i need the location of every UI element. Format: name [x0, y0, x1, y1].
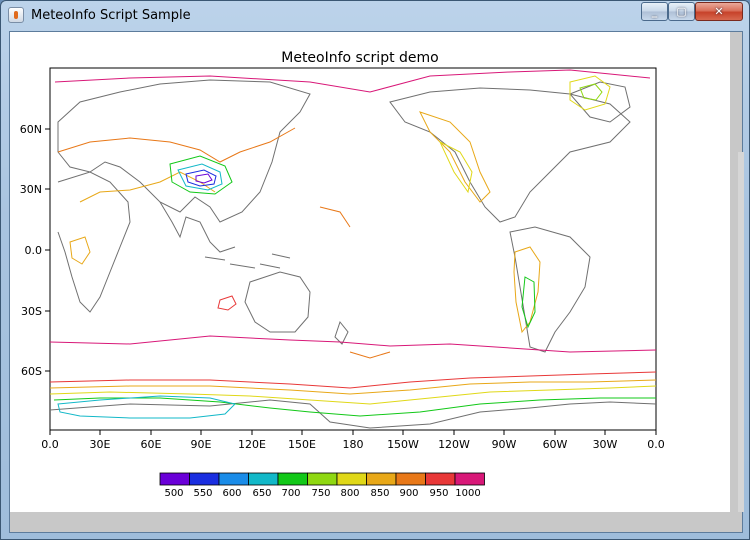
y-tick-labels: 60N 30N 0.0 30S 60S — [20, 123, 42, 378]
legend-label: 600 — [222, 488, 241, 499]
x-tick-label: 120W — [438, 438, 470, 451]
legend-swatch-900 — [395, 472, 426, 486]
x-tick-label: 90W — [492, 438, 517, 451]
legend-swatch-1000 — [454, 472, 485, 486]
java-app-icon[interactable] — [8, 7, 24, 23]
minimize-icon: _ — [651, 5, 658, 18]
x-tick-label: 150W — [387, 438, 419, 451]
coastlines — [49, 79, 657, 429]
legend-label: 900 — [399, 488, 418, 499]
vertical-scrollbar[interactable] — [738, 152, 744, 512]
close-button[interactable]: ✕ — [695, 2, 743, 21]
legend-swatch-600 — [218, 472, 249, 486]
x-tick-label: 60W — [543, 438, 568, 451]
x-axis — [49, 430, 657, 435]
close-icon: ✕ — [714, 5, 724, 18]
y-tick-label: 0.0 — [25, 244, 43, 257]
window-title: MeteoInfo Script Sample — [31, 8, 191, 23]
legend-label: 550 — [193, 488, 212, 499]
window-client-area: MeteoInfo script demo — [9, 31, 744, 533]
legend-swatch-550 — [189, 472, 220, 486]
legend-swatch-950 — [425, 472, 456, 486]
x-tick-label: 60E — [141, 438, 162, 451]
x-tick-labels: 0.0 30E 60E 90E 120E 150E 180 150W 120W … — [41, 438, 665, 451]
y-tick-label: 30S — [21, 305, 42, 318]
legend-swatch-850 — [366, 472, 397, 486]
x-tick-label: 150E — [288, 438, 316, 451]
legend-label: 850 — [370, 488, 389, 499]
y-tick-label: 30N — [20, 183, 42, 196]
x-tick-label: 180 — [343, 438, 364, 451]
legend-label: 750 — [311, 488, 330, 499]
minimize-button[interactable]: _ — [641, 2, 668, 21]
x-tick-label: 120E — [238, 438, 266, 451]
title-bar[interactable]: MeteoInfo Script Sample _ ▢ ✕ — [1, 1, 749, 31]
legend-swatch-650 — [248, 472, 279, 486]
legend-label: 700 — [281, 488, 300, 499]
map-title: MeteoInfo script demo — [281, 50, 438, 66]
x-tick-label: 30W — [593, 438, 618, 451]
plot-canvas[interactable]: MeteoInfo script demo — [10, 32, 730, 512]
x-tick-label: 90E — [191, 438, 212, 451]
legend-swatches — [159, 472, 485, 486]
legend-swatch-750 — [307, 472, 338, 486]
x-tick-label: 0.0 — [647, 438, 665, 451]
y-axis — [45, 128, 50, 372]
map-frame — [49, 67, 657, 431]
legend-swatch-800 — [336, 472, 367, 486]
legend-label: 800 — [340, 488, 359, 499]
y-tick-label: 60N — [20, 123, 42, 136]
x-tick-label: 30E — [90, 438, 111, 451]
contour-lines — [49, 69, 657, 419]
color-legend: 500 550 600 650 700 750 800 850 900 950 … — [159, 472, 485, 499]
legend-swatch-700 — [277, 472, 308, 486]
legend-label: 1000 — [455, 488, 480, 499]
legend-label: 500 — [164, 488, 183, 499]
map-plot: MeteoInfo script demo — [20, 50, 665, 499]
legend-swatch-500 — [159, 472, 190, 486]
y-tick-label: 60S — [21, 365, 42, 378]
maximize-icon: ▢ — [676, 5, 687, 18]
legend-label: 650 — [252, 488, 271, 499]
maximize-button[interactable]: ▢ — [668, 2, 695, 21]
legend-label: 950 — [429, 488, 448, 499]
x-tick-label: 0.0 — [41, 438, 59, 451]
legend-labels: 500 550 600 650 700 750 800 850 900 950 … — [164, 488, 480, 499]
